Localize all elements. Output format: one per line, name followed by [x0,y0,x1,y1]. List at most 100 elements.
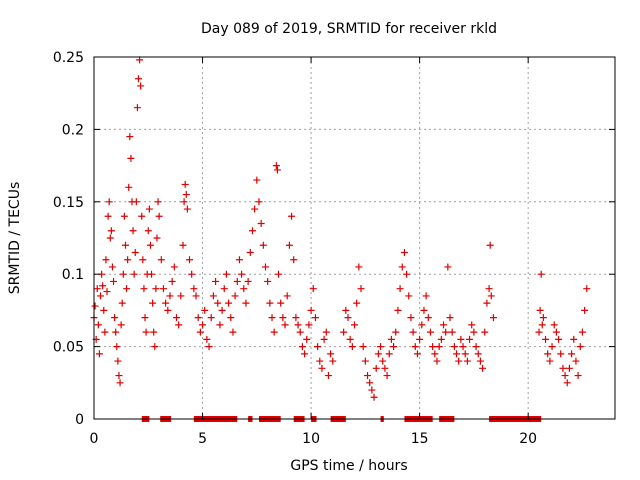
data-point [483,299,491,307]
data-point [329,357,337,365]
data-point [259,241,267,249]
data-point [346,335,354,343]
data-point [453,350,461,358]
data-point [570,335,578,343]
data-point [248,227,256,235]
data-point [546,357,554,365]
data-point [294,321,302,329]
data-point [137,82,145,90]
data-point [99,282,107,290]
data-point [131,248,139,256]
data-point [150,328,158,336]
data-point [559,364,567,372]
data-point [555,335,563,343]
data-point [290,256,298,264]
data-point [179,241,187,249]
y-tick-label: 0.05 [53,340,84,356]
data-point [170,263,178,271]
y-axis-label: SRMTID / TECUs [7,182,23,295]
data-point [114,357,122,365]
data-point [207,314,215,322]
data-point [120,212,128,220]
data-point [298,343,306,351]
data-point [116,379,124,387]
data-point [357,285,365,293]
data-point [377,343,385,351]
axis-ticks: 0 5 10 15 20 0 0.05 0.1 0.15 0.2 0.25 [53,50,615,447]
data-point [437,335,445,343]
data-point [220,285,228,293]
data-point [561,372,569,380]
data-point [257,220,265,228]
data-point [288,212,296,220]
data-point [314,343,322,351]
data-point [100,306,108,314]
data-point [117,321,125,329]
data-point [353,299,361,307]
data-point [405,292,413,300]
data-point [115,372,123,380]
data-point [199,321,207,329]
data-point [190,285,198,293]
data-point [461,350,469,358]
data-point [132,198,140,206]
data-point [188,270,196,278]
x-tick-label: 10 [302,431,320,447]
data-point [138,212,146,220]
data-point [409,328,417,336]
data-point [581,306,589,314]
data-point [146,241,154,249]
data-point [544,350,552,358]
data-point [583,285,591,293]
data-point [95,350,103,358]
data-point [433,357,441,365]
data-point [574,372,582,380]
data-point [398,263,406,271]
data-point [133,104,141,112]
data-point [311,314,319,322]
data-point [463,357,471,365]
data-point [416,335,424,343]
data-point [485,285,493,293]
data-point [468,321,476,329]
x-tick-label: 0 [90,431,99,447]
y-tick-label: 0.25 [53,50,84,66]
data-point [394,306,402,314]
data-point [253,176,261,184]
data-point [448,328,456,336]
data-point [238,270,246,278]
data-point [324,372,332,380]
data-point [180,198,188,206]
data-point [400,248,408,256]
data-point [359,343,367,351]
data-point [392,328,400,336]
data-point [283,292,291,300]
chart-title: Day 089 of 2019, SRMTID for receiver rkl… [201,21,497,37]
y-tick-label: 0 [75,412,84,428]
data-point [307,306,315,314]
data-point [320,335,328,343]
data-point [264,277,272,285]
data-point [557,350,565,358]
data-point [242,299,250,307]
data-point [130,270,138,278]
data-point [429,343,437,351]
data-point [177,292,185,300]
data-point [431,350,439,358]
data-point [387,335,395,343]
data-point [124,256,132,264]
x-tick-label: 15 [411,431,429,447]
data-point [148,270,156,278]
data-point [149,299,157,307]
data-point [364,372,372,380]
data-point [151,343,159,351]
data-point [129,227,137,235]
data-point [403,270,411,278]
data-point [194,314,202,322]
data-point [340,328,348,336]
data-point [385,350,393,358]
data-point [107,227,115,235]
data-point [279,314,287,322]
data-point [246,248,254,256]
data-point [275,270,283,278]
